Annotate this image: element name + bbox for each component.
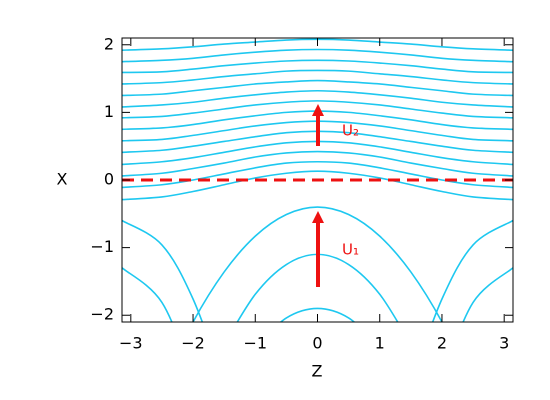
x-tick-label: −3 [119,334,143,353]
streamline [122,69,513,85]
streamline [279,307,356,322]
streamline [122,267,513,322]
streamline [122,170,513,201]
x-tick-label: 0 [312,334,322,353]
streamline [122,89,513,108]
y-tick-label: −2 [90,305,114,324]
x-tick-label: −2 [181,334,205,353]
x-tick-label: 3 [499,334,509,353]
streamline [122,160,513,189]
x-tick-label: −1 [243,334,267,353]
streamline [122,48,513,63]
streamline [122,219,513,322]
streamline [122,100,513,119]
y-tick-label: 2 [104,34,114,53]
x-tick-label: 2 [437,334,447,353]
annotation: U₁ [342,241,359,259]
streamline [122,150,513,177]
y-tick-label: 0 [104,170,114,189]
y-axis-label: X [57,170,68,189]
y-tick-label: −1 [90,237,114,256]
y-tick-label: 1 [104,102,114,121]
streamline [122,79,513,97]
x-tick-label: 1 [375,334,385,353]
annotation: U₂ [342,122,359,140]
streamline [192,206,443,322]
streamline [122,59,513,74]
x-axis-label: Z [312,362,323,381]
